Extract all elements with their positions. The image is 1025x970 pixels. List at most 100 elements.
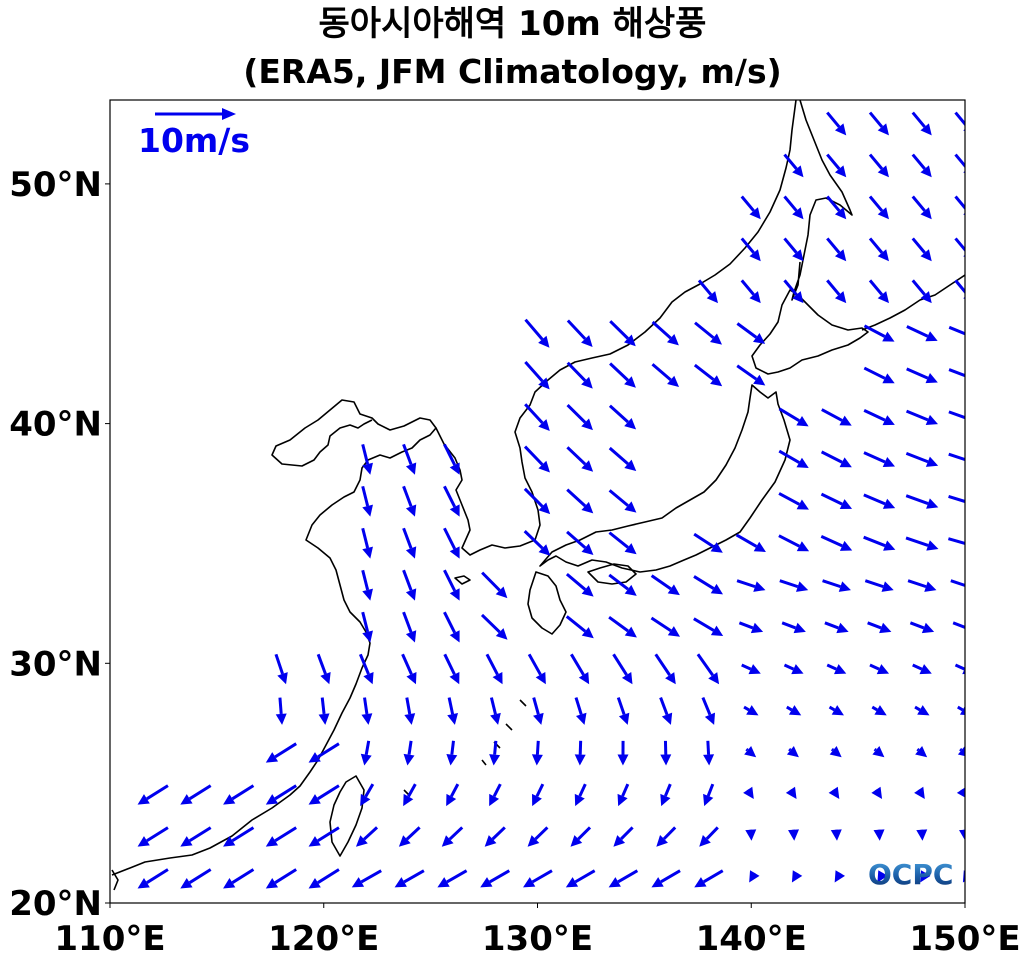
wind-arrow-shaft bbox=[912, 663, 923, 671]
wind-arrow-shaft bbox=[566, 488, 587, 508]
wind-arrow-shaft bbox=[651, 363, 672, 382]
wind-arrow-shaft bbox=[363, 697, 369, 715]
wind-arrow-shaft bbox=[701, 697, 712, 716]
wind-arrow-shaft bbox=[697, 279, 713, 296]
wind-arrow-head bbox=[792, 207, 804, 220]
wind-arrow-head bbox=[920, 870, 931, 883]
wind-arrow-head bbox=[484, 835, 497, 847]
wind-arrow-head bbox=[308, 878, 321, 889]
lon-tick-label: 150°E bbox=[909, 919, 1020, 959]
wind-arrow-head bbox=[956, 787, 965, 798]
wind-arrow-head bbox=[362, 546, 373, 559]
wind-arrow-head bbox=[405, 588, 417, 601]
wind-arrow-shaft bbox=[693, 532, 715, 549]
wind-arrow-shaft bbox=[826, 279, 841, 296]
wind-arrow-shaft bbox=[448, 826, 464, 841]
wind-arrow-shaft bbox=[565, 615, 587, 633]
wind-arrow-shaft bbox=[566, 361, 587, 382]
wind-arrow-shaft bbox=[948, 494, 965, 504]
kyushu-coastline bbox=[527, 571, 567, 635]
wind-arrow-head bbox=[363, 672, 374, 685]
wind-arrow-shaft bbox=[317, 868, 340, 884]
wind-vector-layer bbox=[137, 111, 981, 889]
wind-arrow-head bbox=[750, 622, 764, 634]
wind-arrow-head bbox=[882, 373, 895, 384]
wind-arrow-head bbox=[617, 754, 629, 766]
wind-arrow-head bbox=[788, 705, 802, 716]
wind-arrow-head bbox=[265, 878, 279, 889]
wind-arrow-shaft bbox=[361, 611, 370, 633]
wind-arrow-shaft bbox=[781, 621, 797, 630]
wind-arrow-head bbox=[792, 165, 804, 178]
wind-arrow-shaft bbox=[617, 869, 639, 884]
wind-arrow-shaft bbox=[783, 663, 795, 671]
reference-arrow-head bbox=[222, 108, 236, 120]
wind-arrow-head bbox=[621, 672, 633, 685]
wind-arrow-shaft bbox=[745, 748, 749, 752]
wind-arrow-shaft bbox=[740, 237, 755, 254]
wind-arrow-shaft bbox=[954, 237, 965, 253]
reference-vector-label: 10m/s bbox=[138, 121, 250, 160]
wind-arrow-head bbox=[617, 793, 628, 807]
wind-arrow-shaft bbox=[566, 403, 587, 424]
wind-arrow-shaft bbox=[274, 653, 284, 675]
wind-arrow-shaft bbox=[826, 153, 841, 170]
wind-arrow-shaft bbox=[608, 531, 629, 549]
wind-arrow-shaft bbox=[828, 705, 836, 712]
wind-arrow-shaft bbox=[868, 111, 884, 128]
wind-arrow-head bbox=[708, 672, 720, 685]
wind-arrow-shaft bbox=[954, 153, 965, 169]
wind-arrow-shaft bbox=[948, 368, 965, 378]
wind-arrow-head bbox=[405, 504, 417, 517]
wind-arrow-head bbox=[959, 829, 965, 841]
wind-arrow-head bbox=[403, 793, 414, 807]
wind-arrow-shaft bbox=[443, 653, 456, 676]
wind-arrow-shaft bbox=[274, 742, 297, 759]
wind-arrow-shaft bbox=[830, 748, 835, 752]
wind-arrow-head bbox=[876, 664, 890, 675]
wind-arrow-shaft bbox=[402, 485, 413, 507]
wind-arrow-head bbox=[703, 793, 714, 807]
wind-arrow-shaft bbox=[489, 697, 497, 715]
wind-arrow-head bbox=[223, 836, 236, 847]
wind-arrow-head bbox=[834, 165, 847, 178]
wind-arrow-shaft bbox=[659, 697, 669, 716]
wind-arrow-head bbox=[882, 331, 895, 342]
wind-arrow-head bbox=[791, 664, 804, 675]
wind-arrow-shaft bbox=[906, 325, 929, 338]
wind-arrow-head bbox=[180, 836, 193, 847]
wind-arrow-head bbox=[839, 415, 852, 426]
wind-arrow-head bbox=[565, 877, 579, 888]
wind-arrow-shaft bbox=[574, 697, 583, 715]
wind-arrow-shaft bbox=[954, 111, 965, 127]
wind-arrow-head bbox=[969, 331, 981, 341]
wind-arrow-head bbox=[667, 333, 679, 346]
wind-arrow-head bbox=[871, 786, 883, 799]
lon-tick-label: 120°E bbox=[268, 919, 379, 959]
wind-arrow-head bbox=[749, 291, 761, 304]
wind-arrow-head bbox=[915, 745, 928, 758]
wind-arrow-head bbox=[969, 498, 981, 509]
wind-arrow-head bbox=[796, 415, 809, 427]
wind-arrow-shaft bbox=[317, 784, 340, 801]
wind-arrow-head bbox=[581, 627, 594, 639]
wind-arrow-shaft bbox=[740, 195, 755, 212]
wind-arrow-shaft bbox=[566, 530, 587, 549]
wind-arrow-shaft bbox=[532, 697, 540, 715]
wind-arrow-shaft bbox=[620, 826, 634, 841]
wind-arrow-shaft bbox=[524, 360, 544, 383]
wind-arrow-shaft bbox=[317, 826, 340, 843]
wind-arrow-head bbox=[882, 415, 895, 426]
wind-arrow-shaft bbox=[786, 705, 793, 712]
wind-arrow-shaft bbox=[608, 615, 629, 633]
wind-arrow-head bbox=[355, 835, 368, 847]
wind-arrow-shaft bbox=[146, 784, 169, 801]
wind-arrow-head bbox=[308, 794, 321, 805]
wind-arrow-head bbox=[398, 835, 411, 847]
wind-arrow-head bbox=[792, 249, 804, 262]
wind-arrow-head bbox=[446, 793, 457, 807]
coastline-layer bbox=[111, 100, 965, 891]
wind-arrow-head bbox=[180, 794, 193, 805]
wind-arrow-head bbox=[706, 291, 718, 304]
wind-arrow-shaft bbox=[826, 195, 841, 212]
